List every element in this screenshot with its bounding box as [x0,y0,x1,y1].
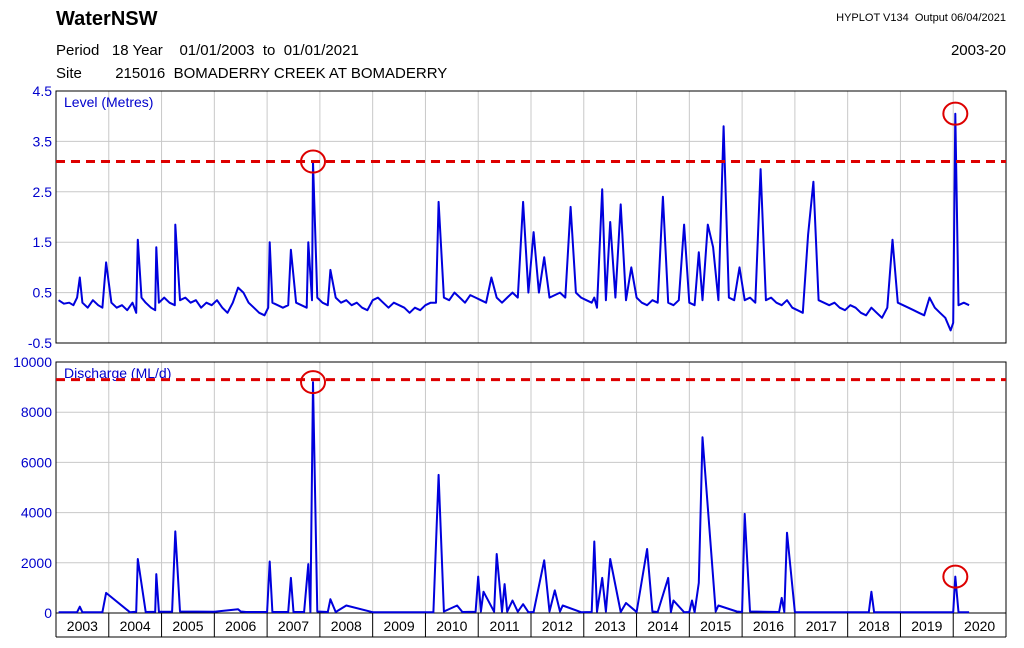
to-label: to [262,42,276,59]
level-y-tick-label: -0.5 [28,335,52,351]
discharge-y-tick-label: 10000 [13,354,52,370]
discharge-y-tick-label: 6000 [21,454,52,470]
x-year-label: 2013 [595,618,626,634]
x-year-label: 2009 [383,618,414,634]
discharge-peak-highlight-circle [300,370,327,395]
x-year-label: 2017 [806,618,837,634]
discharge-y-tick-label: 0 [44,605,52,621]
level-peak-highlight-circle [942,101,969,126]
site-line: Site 215016 BOMADERRY CREEK AT BOMADERRY [56,65,447,82]
x-year-label: 2006 [225,618,256,634]
x-year-label: 2020 [964,618,995,634]
range-label: 2003-20 [950,42,1006,59]
x-year-label: 2008 [331,618,362,634]
discharge-series-line [58,381,970,614]
period-label: Period [56,42,100,59]
period-years: 18 Year [111,42,163,59]
software-name: HYPLOT V134 [836,12,909,24]
x-year-label: 2015 [700,618,731,634]
end-date: 01/01/2021 [283,42,359,59]
output-label: Output [914,12,948,24]
level-y-tick-label: 2.5 [33,184,53,200]
level-y-tick-label: 1.5 [33,234,53,250]
x-year-label: 2007 [278,618,309,634]
discharge-peak-highlight-circle [942,564,969,589]
period-line: Period 18 Year 01/01/2003 to 01/01/2021 [56,42,359,59]
x-year-label: 2003 [67,618,98,634]
x-year-label: 2018 [858,618,889,634]
discharge-y-tick-label: 2000 [21,555,52,571]
brand-title: WaterNSW [56,8,158,30]
level-panel-title: Level (Metres) [64,94,153,110]
x-year-label: 2011 [490,618,520,634]
level-y-tick-label: 4.5 [33,83,53,99]
x-year-label: 2014 [647,618,678,634]
software-version: HYPLOT V134 Output 06/04/2021 [836,12,1006,24]
discharge-y-tick-label: 4000 [21,505,52,521]
site-label: Site [56,65,82,82]
x-year-label: 2010 [436,618,467,634]
start-date: 01/01/2003 [179,42,255,59]
site-name: BOMADERRY CREEK AT BOMADERRY [173,65,448,82]
level-series-line [58,112,970,332]
x-year-label: 2005 [172,618,203,634]
discharge-y-tick-label: 8000 [21,404,52,420]
x-year-label: 2012 [542,618,573,634]
level-peak-highlight-circle [300,149,327,174]
x-year-label: 2004 [120,618,151,634]
x-year-label: 2019 [911,618,942,634]
level-y-tick-label: 0.5 [33,285,53,301]
level-panel-frame [55,90,1007,344]
x-year-label: 2016 [753,618,784,634]
discharge-panel-title: Discharge (ML/d) [64,365,171,381]
site-id: 215016 [115,65,166,82]
level-y-tick-label: 3.5 [33,133,53,149]
output-date: 06/04/2021 [950,12,1006,24]
